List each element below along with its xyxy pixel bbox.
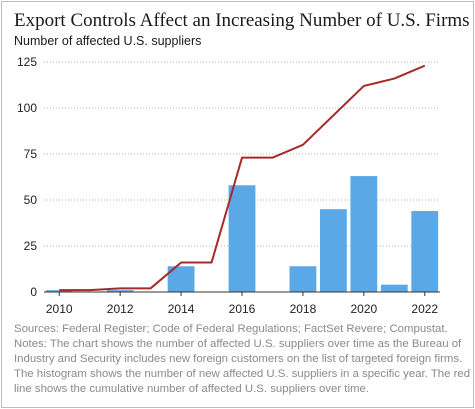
cumulative-line [59,64,426,292]
y-tick-label: 25 [24,239,38,253]
chart-notes: Sources: Federal Register; Code of Feder… [14,322,471,397]
y-tick-label: 100 [17,101,37,115]
y-tick-label: 50 [24,193,38,207]
bar [228,185,256,292]
notes-line-4: line shows the cumulative number of affe… [14,383,369,395]
notes-line-3: The histogram shows the number of new af… [14,368,471,380]
notes-line-1: Notes: The chart shows the number of aff… [14,338,462,350]
y-tick-label: 0 [30,285,37,299]
chart-title: Export Controls Affect an Increasing Num… [14,10,470,31]
bar [411,211,439,292]
x-tick-label: 2014 [168,302,195,316]
x-tick-label: 2022 [411,302,438,316]
bar [380,284,408,292]
x-tick-label: 2016 [229,302,256,316]
y-tick-label: 125 [17,55,37,69]
y-tick-label: 75 [24,147,38,161]
bar [319,209,347,292]
sources-line: Sources: Federal Register; Code of Feder… [14,323,448,335]
y-axis-label: Number of affected U.S. suppliers [14,34,202,48]
x-tick-label: 2012 [107,302,134,316]
x-tick-label: 2020 [350,302,377,316]
chart-plot: 0 25 50 75 100 125 2010 2012 2014 2016 2018 2020 202… [17,55,440,316]
notes-line-2: Industry and Security includes new forei… [14,353,463,365]
bar [106,290,134,292]
x-tick-label: 2018 [290,302,317,316]
bar [350,176,378,292]
bar [289,266,317,292]
x-tick-label: 2010 [46,302,73,316]
